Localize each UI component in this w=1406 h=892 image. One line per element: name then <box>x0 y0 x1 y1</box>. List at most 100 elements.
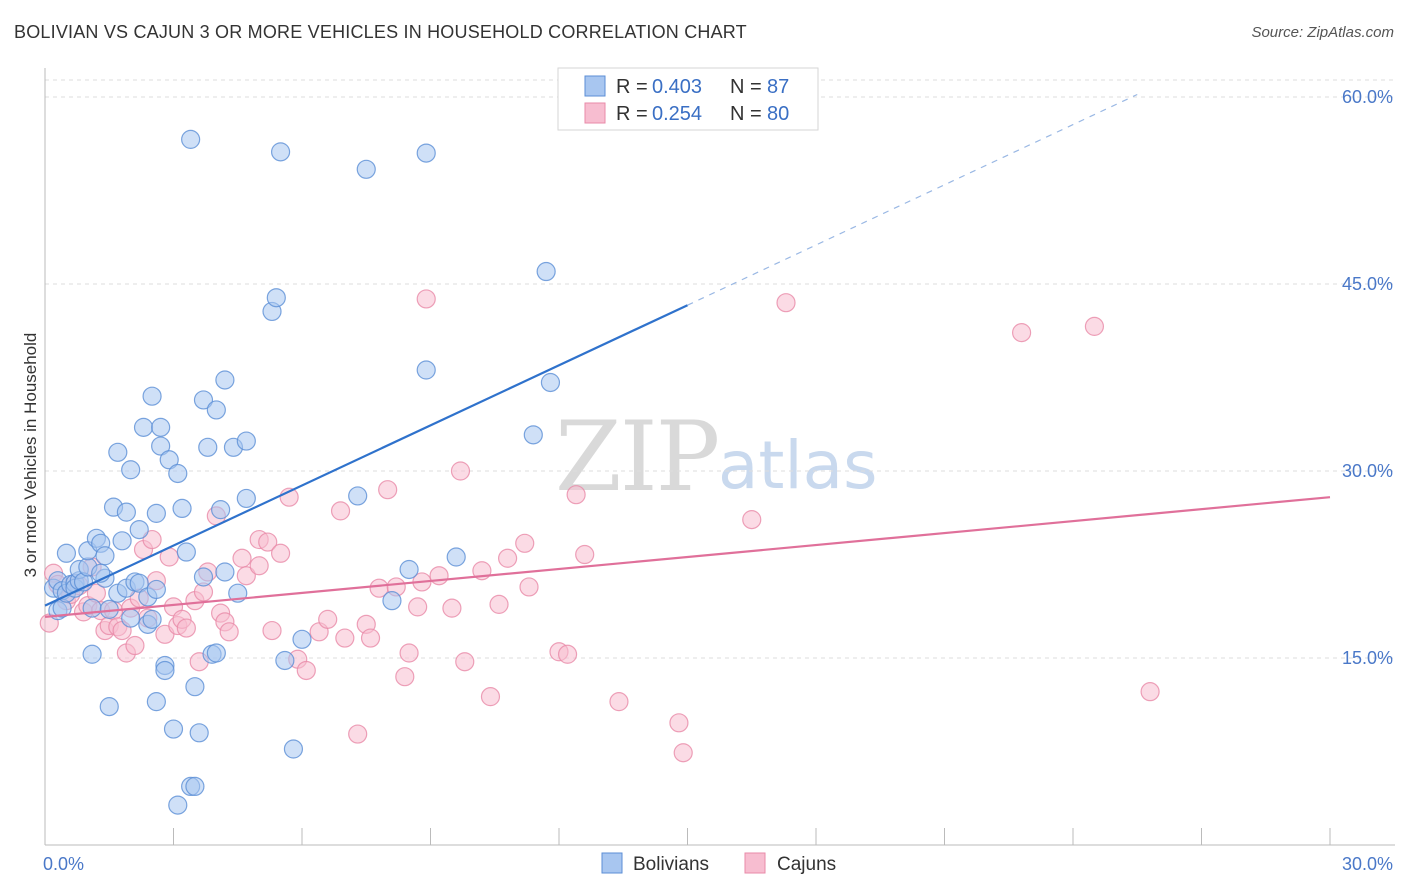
bolivian-point-54 <box>189 723 209 743</box>
bolivian-point-76 <box>416 360 436 380</box>
cajun-point-39 <box>232 548 252 568</box>
bolivian-point-46 <box>163 719 184 739</box>
legend-bolivians-swatch <box>584 75 606 97</box>
cajun-point-75 <box>566 485 586 505</box>
cajun-point-59 <box>395 667 415 687</box>
bolivian-point-74 <box>382 591 402 611</box>
bolivian-point-20 <box>95 546 115 566</box>
bolivian-point-40 <box>146 692 166 712</box>
cajun-point-72 <box>519 577 539 597</box>
cajun-point-40 <box>236 566 256 586</box>
cajun-point-66 <box>455 652 475 672</box>
y-axis-label: 3 or more Vehicles in Household <box>21 333 40 578</box>
bolivian-point-53 <box>185 677 205 697</box>
bolivian-point-49 <box>172 498 192 518</box>
bolivian-point-50 <box>176 542 196 562</box>
legend-bolivians-n-value: 87 <box>767 76 789 98</box>
y-tick-label-0: 15.0% <box>1342 648 1393 668</box>
bolivian-point-66 <box>236 488 256 509</box>
bolivian-point-69 <box>275 650 295 671</box>
tick-labels: 15.0% 30.0% 45.0% 60.0% 0.0% 30.0% <box>43 87 1393 874</box>
bolivian-point-72 <box>348 486 368 506</box>
axes <box>44 68 1395 846</box>
bolivian-point-79 <box>536 261 556 282</box>
cajuns-trend-line <box>44 496 1331 618</box>
bolivian-point-30 <box>121 460 141 480</box>
bolivian-point-32 <box>129 573 149 593</box>
cajun-point-41 <box>249 556 269 576</box>
bolivians-trend-line <box>44 304 688 607</box>
cajun-point-82 <box>1011 323 1032 343</box>
cajun-point-45 <box>270 543 291 563</box>
bolivian-point-61 <box>215 370 235 390</box>
legend-bolivians-r-value: 0.403 <box>652 76 702 98</box>
legend-cajuns-n-value: 80 <box>767 103 789 125</box>
bolivian-point-48 <box>168 795 188 815</box>
cajun-point-30 <box>176 618 196 638</box>
bolivian-point-15 <box>82 644 102 664</box>
bottom-legend-cajuns-swatch <box>744 852 766 874</box>
cajun-point-71 <box>515 533 535 553</box>
bolivian-point-28 <box>116 502 136 522</box>
cajun-point-23 <box>142 529 162 550</box>
cajun-point-85 <box>416 289 436 309</box>
bolivian-point-68 <box>266 288 286 308</box>
legend-cajuns-swatch <box>584 102 606 124</box>
y-tick-label-2: 45.0% <box>1342 274 1393 294</box>
bolivian-point-82 <box>270 142 291 162</box>
watermark-atlas: atlas <box>718 427 878 504</box>
bolivian-point-70 <box>283 739 304 759</box>
bolivian-point-42 <box>151 417 171 437</box>
bolivian-point-29 <box>121 608 141 628</box>
cajun-point-43 <box>258 532 278 552</box>
bolivian-point-24 <box>108 442 128 462</box>
bolivians-points <box>43 129 561 815</box>
cajun-point-81 <box>776 293 796 313</box>
cajun-point-52 <box>335 628 355 648</box>
x-tick-label-0: 0.0% <box>43 854 84 874</box>
bolivian-point-34 <box>133 417 154 437</box>
cajun-point-53 <box>348 724 368 744</box>
bolivian-point-44 <box>155 660 175 681</box>
bolivian-point-83 <box>416 143 436 163</box>
cajun-point-79 <box>673 743 693 763</box>
cajun-point-74 <box>557 644 578 664</box>
bolivian-point-16 <box>82 598 102 618</box>
bolivian-point-85 <box>146 579 166 600</box>
bolivian-point-65 <box>236 431 256 451</box>
cajun-point-80 <box>742 510 762 530</box>
bolivian-point-73 <box>356 159 376 179</box>
cajun-point-57 <box>378 480 398 500</box>
trend-lines <box>44 93 1331 618</box>
cajun-point-63 <box>429 566 449 586</box>
cajun-point-77 <box>609 692 629 712</box>
cajun-point-38 <box>219 622 239 642</box>
chart-source: Source: ZipAtlas.com <box>1251 24 1394 41</box>
bolivian-point-47 <box>168 463 188 484</box>
cajun-point-69 <box>489 594 509 614</box>
bolivian-point-38 <box>142 609 162 629</box>
bolivian-point-80 <box>540 372 561 393</box>
cajun-point-44 <box>262 620 282 641</box>
bolivian-point-77 <box>446 547 466 567</box>
bolivian-point-62 <box>215 562 235 582</box>
legend-bolivians-r-label: R = <box>616 76 648 98</box>
bottom-legend-bolivians-swatch <box>601 852 623 874</box>
bolivian-point-21 <box>99 697 119 717</box>
cajun-point-50 <box>318 609 338 629</box>
bolivian-point-55 <box>193 390 214 410</box>
cajun-point-61 <box>408 597 428 617</box>
bolivian-point-81 <box>181 129 201 149</box>
bolivian-point-60 <box>211 500 231 520</box>
bolivian-point-52 <box>185 776 205 797</box>
cajun-point-64 <box>442 598 462 618</box>
cajun-point-55 <box>360 628 381 648</box>
cajuns-points <box>39 289 1160 763</box>
bolivian-point-37 <box>142 386 162 406</box>
legend-cajuns-r-value: 0.254 <box>652 103 702 125</box>
bolivian-point-71 <box>292 629 312 649</box>
bottom-legend-cajuns-label: Cajuns <box>777 854 836 875</box>
legend-cajuns-r-label: R = <box>616 103 648 125</box>
cajun-point-60 <box>399 643 419 663</box>
chart-title: BOLIVIAN VS CAJUN 3 OR MORE VEHICLES IN … <box>14 22 747 42</box>
